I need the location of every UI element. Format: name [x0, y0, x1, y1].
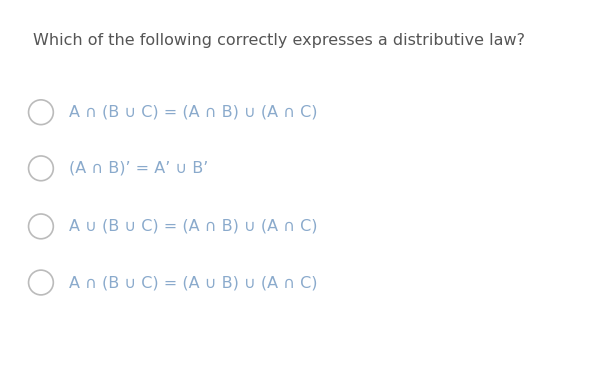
Text: (A ∩ B)’ = A’ ∪ B’: (A ∩ B)’ = A’ ∪ B’ — [69, 161, 208, 176]
Text: Which of the following correctly expresses a distributive law?: Which of the following correctly express… — [33, 33, 525, 48]
Text: A ∪ (B ∪ C) = (A ∩ B) ∪ (A ∩ C): A ∪ (B ∪ C) = (A ∩ B) ∪ (A ∩ C) — [69, 219, 318, 234]
Text: A ∩ (B ∪ C) = (A ∩ B) ∪ (A ∩ C): A ∩ (B ∪ C) = (A ∩ B) ∪ (A ∩ C) — [69, 105, 318, 120]
Text: A ∩ (B ∪ C) = (A ∪ B) ∪ (A ∩ C): A ∩ (B ∪ C) = (A ∪ B) ∪ (A ∩ C) — [69, 275, 318, 290]
